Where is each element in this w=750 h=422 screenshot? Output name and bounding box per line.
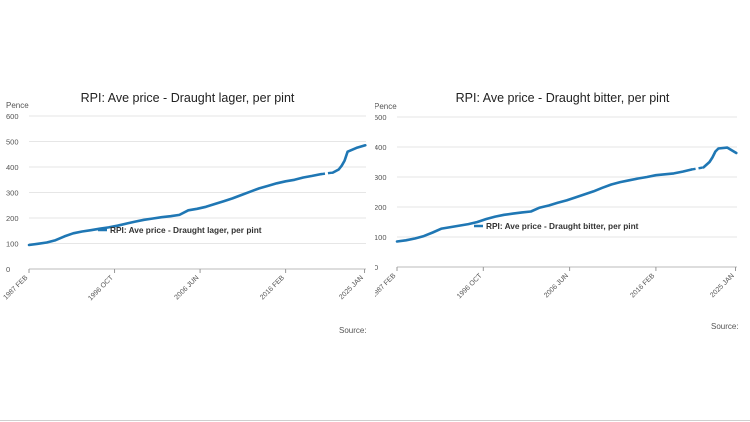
series-line — [702, 146, 738, 169]
y-tick-label: 200 — [6, 214, 19, 223]
y-tick-label: 100 — [375, 233, 387, 242]
bitter-chart-panel: RPI: Ave price - Draught bitter, per pin… — [375, 88, 750, 338]
y-axis-label: Pence — [6, 101, 29, 110]
bitter-chart-plot: Pence 0 100 200 300 400 500 1987 FEB 1996 OCT 200… — [375, 102, 738, 300]
y-axis-label: Pence — [375, 102, 397, 111]
chart-title: RPI: Ave price - Draught bitter, per pin… — [455, 91, 670, 105]
y-tick-label: 0 — [375, 263, 378, 272]
gap-connector — [691, 166, 704, 171]
series-line — [331, 143, 367, 174]
lager-chart-plot: Pence 0 100 200 300 400 500 600 1987 FEB 1996 OCT… — [2, 101, 367, 302]
gap-connector — [320, 171, 333, 176]
source-label: Source: — [711, 322, 739, 331]
lager-chart-panel: RPI: Ave price - Draught lager, per pint… — [0, 88, 375, 338]
x-tick-label: 1987 FEB — [2, 274, 29, 301]
y-tick-label: 0 — [6, 265, 10, 274]
y-tick-label: 500 — [375, 113, 387, 122]
chart-title: RPI: Ave price - Draught lager, per pint — [80, 91, 295, 105]
x-tick-label: 1996 OCT — [456, 272, 484, 300]
source-label: Source: — [339, 326, 367, 335]
x-tick-label: 2006 JUN — [543, 272, 570, 299]
y-tick-label: 100 — [6, 240, 19, 249]
y-tick-label: 500 — [6, 138, 19, 147]
page-divider — [0, 420, 750, 421]
x-tick-label: 2025 JAN — [709, 272, 736, 299]
y-tick-label: 600 — [6, 112, 19, 121]
y-tick-label: 300 — [6, 189, 19, 198]
y-tick-label: 400 — [6, 163, 19, 172]
x-tick-label: 2006 JUN — [174, 274, 201, 301]
legend-entry: RPI: Ave price - Draught lager, per pint — [110, 225, 262, 235]
x-tick-label: 1987 FEB — [375, 272, 398, 299]
legend-entry: RPI: Ave price - Draught bitter, per pin… — [486, 221, 639, 231]
x-tick-label: 1996 OCT — [87, 274, 115, 302]
x-tick-label: 2025 JAN — [338, 274, 365, 301]
x-tick-label: 2016 FEB — [629, 272, 656, 299]
x-tick-label: 2016 FEB — [259, 274, 286, 301]
y-tick-label: 300 — [375, 173, 387, 182]
y-tick-label: 200 — [375, 203, 387, 212]
series-line — [27, 172, 323, 247]
y-tick-label: 400 — [375, 143, 387, 152]
series-line — [395, 168, 693, 243]
